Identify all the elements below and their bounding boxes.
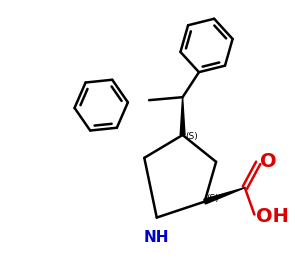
Polygon shape — [204, 188, 245, 204]
Text: (S): (S) — [186, 132, 198, 142]
Polygon shape — [180, 97, 185, 135]
Text: OH: OH — [256, 207, 289, 226]
Text: (S): (S) — [206, 194, 219, 203]
Text: NH: NH — [144, 230, 170, 245]
Text: O: O — [260, 152, 277, 171]
